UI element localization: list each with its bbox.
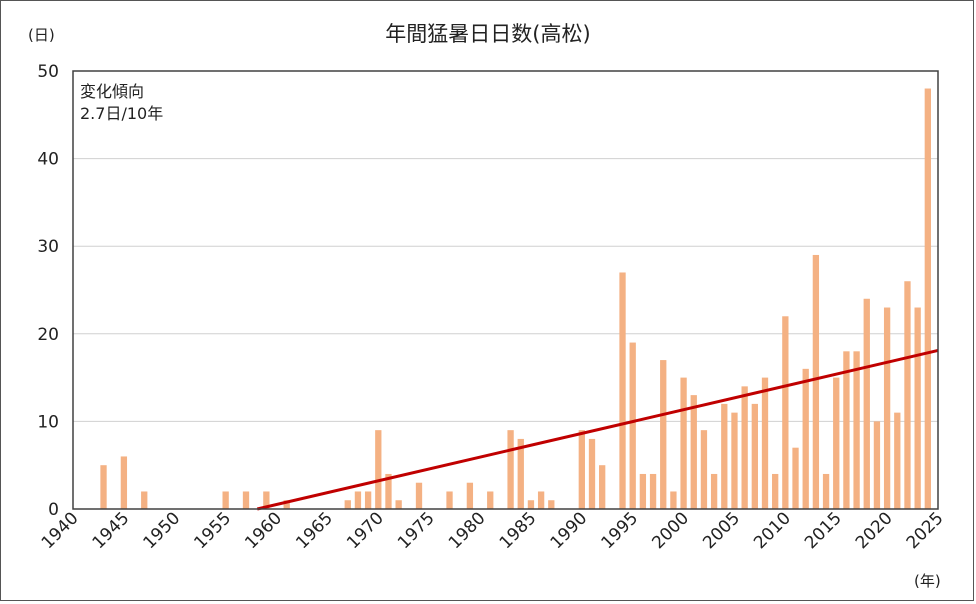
x-axis-unit-label: (年) [914,572,941,590]
x-tick-label: 1945 [89,508,134,553]
bar-2000 [680,377,687,509]
x-tick-label: 1970 [343,508,388,553]
x-tick-label: 1950 [140,508,185,553]
x-axis-ticks: 1940 1945 1950 1955 1960 1965 1970 1975 1980 1985… [38,508,948,553]
bar-1990 [578,430,585,509]
x-tick-label: 1960 [241,508,286,553]
bar-2018 [863,298,870,509]
chart-title: 年間猛暑日日数(高松) [385,22,590,46]
bar-1998 [660,360,667,509]
x-tick-label: 1965 [292,508,337,553]
bar-2006 [741,386,748,509]
y-tick-label: 50 [37,62,59,82]
x-tick-label: 2010 [750,508,795,553]
bar-1977 [446,491,453,509]
bar-2020 [883,307,891,509]
bar-1987 [548,500,555,509]
bar-1957 [242,491,250,509]
bar-2002 [700,430,708,509]
x-tick-label: 2000 [648,508,693,553]
bar-1945 [120,456,128,509]
bar-1961 [283,500,290,509]
x-tick-label: 1980 [445,508,490,553]
bar-1991 [588,438,596,509]
x-tick-label: 2015 [801,508,846,553]
bar-1983 [507,430,514,509]
x-tick-label: 1995 [598,508,643,553]
y-tick-label: 40 [37,150,59,170]
bar-2015 [833,377,840,509]
trend-line [256,348,939,511]
x-tick-label: 1955 [190,508,235,553]
bar-2004 [721,403,728,509]
x-tick-label: 2020 [852,508,897,553]
y-axis-unit-label: (日) [28,26,55,44]
bar-2012 [802,368,809,509]
bar-1969 [364,491,372,509]
bar-series [100,88,931,510]
bar-2011 [792,447,799,509]
bar-1968 [354,491,362,509]
trend-annotation-value: 2.7日/10年 [80,104,163,123]
bar-2005 [731,412,738,509]
bar-1999 [670,491,677,509]
bar-1986 [537,491,545,509]
bar-2010 [782,316,789,509]
bar-1943 [100,465,107,509]
bar-2013 [812,254,820,509]
y-tick-label: 30 [37,237,59,257]
x-tick-label: 1990 [547,508,592,553]
bar-2008 [761,377,769,509]
bar-1955 [222,491,229,509]
bar-2016 [843,351,850,509]
bar-2017 [853,351,860,509]
bar-1974 [415,482,423,509]
grid-lines [73,158,938,422]
bar-2023 [914,307,921,509]
y-tick-label: 10 [37,412,59,432]
y-tick-label: 0 [48,500,59,520]
bar-2021 [894,412,901,509]
bar-2003 [710,473,718,509]
bar-1947 [141,491,148,509]
bar-1996 [639,473,647,509]
bar-1967 [344,500,351,509]
bar-1959 [263,491,270,509]
bar-2014 [822,473,830,509]
bar-1994 [619,272,626,509]
bar-2022 [904,281,911,509]
y-axis-ticks: 0 10 20 30 40 50 [37,62,59,520]
bar-1981 [487,491,494,509]
bar-1972 [395,500,402,509]
bar-1971 [385,473,392,509]
x-tick-label: 1985 [496,508,541,553]
trend-annotation-title: 変化傾向 [80,82,144,101]
bar-1992 [599,465,606,509]
x-tick-label: 2005 [699,508,744,553]
bar-1997 [649,473,657,509]
bar-1984 [517,438,524,509]
y-tick-label: 20 [37,325,59,345]
x-tick-label: 2025 [903,508,948,553]
bar-1985 [527,500,535,509]
bar-2024 [924,88,931,510]
bar-2007 [751,403,758,509]
x-tick-label: 1975 [394,508,439,553]
x-tick-label: 1940 [38,508,83,553]
bar-2001 [690,395,697,509]
bar-1970 [375,430,382,509]
bar-2009 [772,473,779,509]
bar-2019 [873,421,881,509]
plot-area-border [72,70,939,510]
bar-1995 [629,342,636,509]
bar-1979 [466,482,474,509]
trend-layer [256,348,939,511]
